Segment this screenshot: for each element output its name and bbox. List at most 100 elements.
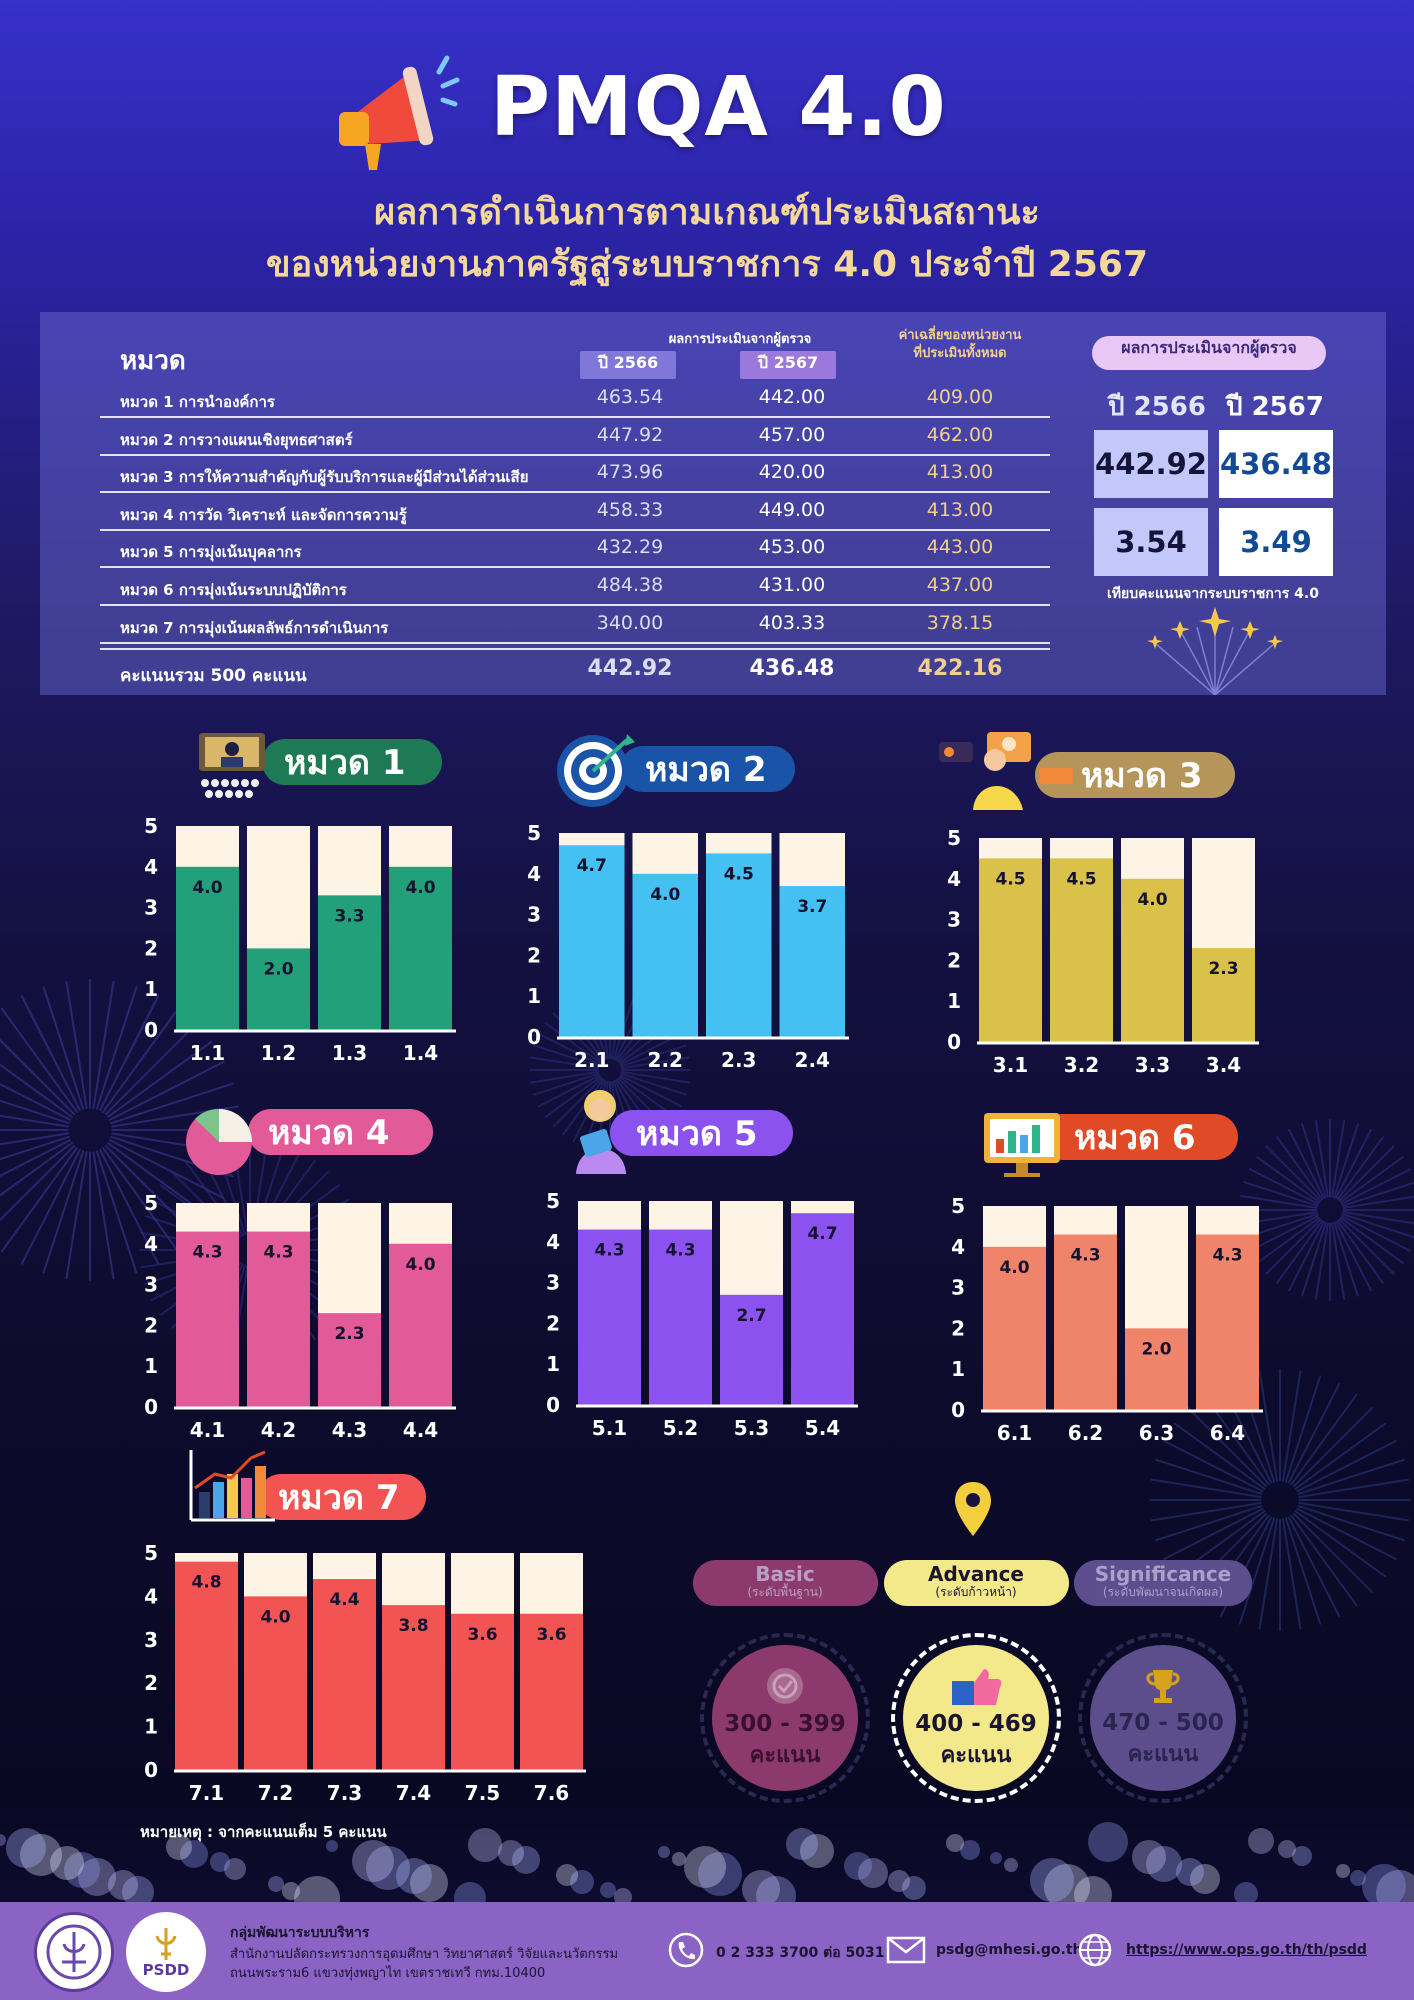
bar	[382, 1605, 445, 1770]
summary-score-2566: 442.92	[1094, 430, 1208, 498]
chart-1-ticks: 0 1 2 3 4 5	[144, 814, 158, 1042]
x-tick-label: 1.1	[190, 1041, 225, 1065]
bar-value-label: 4.3	[1212, 1246, 1242, 1266]
bar	[720, 1294, 783, 1405]
thumbs-up-icon	[950, 1665, 1002, 1711]
row-score-avg: 413.00	[926, 498, 994, 521]
row-score-2567: 403.33	[758, 611, 826, 634]
y-tick-label: 0	[527, 1025, 541, 1049]
level-score-ring: 470 - 500 คะแนน	[1078, 1633, 1248, 1803]
x-tick-label: 5.3	[734, 1416, 769, 1440]
x-tick-label: 2.1	[574, 1048, 609, 1072]
y-tick-label: 4	[527, 862, 541, 886]
y-tick-label: 5	[144, 1191, 158, 1215]
level-name: Significance	[1094, 1562, 1232, 1586]
y-tick-label: 0	[144, 1758, 158, 1782]
bar	[244, 1596, 307, 1770]
summary-year1: ปี 2566	[1108, 392, 1206, 422]
footer-email[interactable]: psdg@mhesi.go.th	[936, 1942, 1083, 1958]
x-tick-label: 5.4	[805, 1416, 840, 1440]
footnote: หมายเหตุ : จากคะแนนเต็ม 5 คะแนน	[140, 1823, 387, 1841]
footer-phone[interactable]: 0 2 333 3700 ต่อ 5031	[716, 1945, 885, 1961]
x-tick-label: 2.2	[648, 1048, 683, 1072]
row-score-2567: 431.00	[758, 574, 826, 596]
row-category-label: หมวด 7 การมุ่งเน้นผลลัพธ์การดำเนินการ	[120, 618, 389, 637]
bar	[1192, 948, 1255, 1042]
pie-chart-icon	[183, 1104, 255, 1176]
bar	[578, 1229, 641, 1405]
bar	[706, 853, 772, 1037]
chart-5-bars: 0 1 2 3 4 5 4.3 5.1 4.3 5.2 2.7 5.3 4.7 5.4	[546, 1189, 858, 1440]
bar	[247, 948, 310, 1030]
y-tick-label: 5	[947, 826, 961, 850]
row-category-label: หมวด 4 การวัด วิเคราะห์ และจัดการความรู้	[120, 505, 407, 524]
row-score-avg: 378.15	[926, 611, 994, 634]
sparkle-stars-icon	[1135, 605, 1295, 696]
row-score-avg: 437.00	[926, 574, 994, 596]
row-category-label: หมวด 5 การมุ่งเน้นบุคลากร	[120, 543, 302, 562]
row-score-2567: 420.00	[758, 461, 826, 484]
bar	[318, 895, 381, 1030]
table-category-header: หมวด	[120, 346, 186, 376]
row-score-2566: 432.29	[596, 536, 664, 559]
x-tick-label: 6.3	[1139, 1421, 1174, 1445]
row-score-avg: 443.00	[926, 536, 994, 559]
footer-org-line2: สำนักงานปลัดกระทรวงการอุดมศึกษา วิทยาศาส…	[230, 1947, 619, 1962]
bar-value-label: 4.3	[1070, 1246, 1100, 1266]
bar-value-label: 3.6	[467, 1625, 497, 1645]
location-pin-icon	[953, 1480, 993, 1540]
summary-title: ผลการประเมินจากผู้ตรวจ	[1092, 336, 1326, 370]
level-score-unit: คะแนน	[940, 1742, 1012, 1768]
table-avg-header: ค่าเฉลี่ยของหน่วยงาน ที่ประเมินทั้งหมด	[870, 327, 1050, 363]
bar	[520, 1613, 583, 1770]
bar	[176, 866, 239, 1030]
bar	[1050, 858, 1113, 1042]
chart-1-bars: 0 1 2 3 4 5 4.0 1.1 2.0 1.2 3.3 1.3 4.0 1.4	[144, 814, 456, 1065]
meeting-room-icon	[195, 731, 270, 803]
table-row: หมวด 1 การนำองค์การ 463.54 442.00 409.00	[100, 380, 1050, 418]
bar	[1054, 1234, 1117, 1410]
total-2567: 436.48	[749, 656, 835, 681]
ministry-seal-logo	[34, 1912, 114, 1992]
chart-7-ticks: 0 1 2 3 4 5	[144, 1541, 158, 1782]
level-description: (ระดับก้าวหน้า)	[935, 1585, 1017, 1599]
person-thinking-icon	[568, 1084, 638, 1174]
bar	[779, 886, 845, 1037]
bar-value-label: 4.8	[191, 1573, 221, 1593]
page-title: PMQA 4.0	[490, 60, 947, 155]
bar-value-label: 4.5	[995, 869, 1025, 889]
page-subtitle-line2: ของหน่วยงานภาครัฐสู่ระบบราชการ 4.0 ประจำ…	[265, 244, 1149, 285]
y-tick-label: 1	[144, 977, 158, 1001]
row-score-avg: 409.00	[926, 386, 994, 408]
level-description: (ระดับพัฒนาจนเกิดผล)	[1102, 1585, 1224, 1599]
bar-value-label: 4.7	[807, 1224, 837, 1244]
bar	[389, 1243, 452, 1407]
table-row: หมวด 5 การมุ่งเน้นบุคลากร 432.29 453.00 443…	[100, 530, 1050, 569]
bar	[176, 1231, 239, 1407]
table-avg-header-line1: ค่าเฉลี่ยของหน่วยงาน	[898, 328, 1022, 343]
y-tick-label: 2	[947, 948, 961, 972]
level-pill-significance: Significance (ระดับพัฒนาจนเกิดผล)	[1074, 1560, 1252, 1606]
table-year2-pill: ปี 2567	[740, 351, 836, 379]
chart1-title-pill: หมวด 1	[262, 739, 442, 785]
bar	[979, 858, 1042, 1042]
x-tick-label: 7.6	[534, 1781, 569, 1805]
x-tick-label: 4.1	[190, 1418, 225, 1442]
chart6-title-pill: หมวด 6	[1040, 1114, 1238, 1160]
y-tick-label: 3	[951, 1276, 965, 1300]
bar-value-label: 2.7	[736, 1306, 766, 1326]
bar	[389, 866, 452, 1030]
bar-value-label: 4.0	[1137, 890, 1167, 910]
y-tick-label: 3	[546, 1271, 560, 1295]
chart-4-bars: 0 1 2 3 4 5 4.3 4.1 4.3 4.2 2.3 4.3 4.0 4.4	[144, 1191, 456, 1442]
y-tick-label: 2	[144, 936, 158, 960]
footer-website-link[interactable]: https://www.ops.go.th/th/psdd	[1126, 1942, 1367, 1958]
bar-value-label: 4.0	[260, 1607, 290, 1627]
bar	[247, 1231, 310, 1407]
y-tick-label: 2	[144, 1313, 158, 1337]
y-tick-label: 3	[527, 903, 541, 927]
level-score-ring: 400 - 469 คะแนน	[891, 1633, 1061, 1803]
score-panel	[40, 312, 1386, 695]
bar-value-label: 2.3	[1208, 959, 1238, 979]
customer-service-icon	[935, 730, 1075, 810]
